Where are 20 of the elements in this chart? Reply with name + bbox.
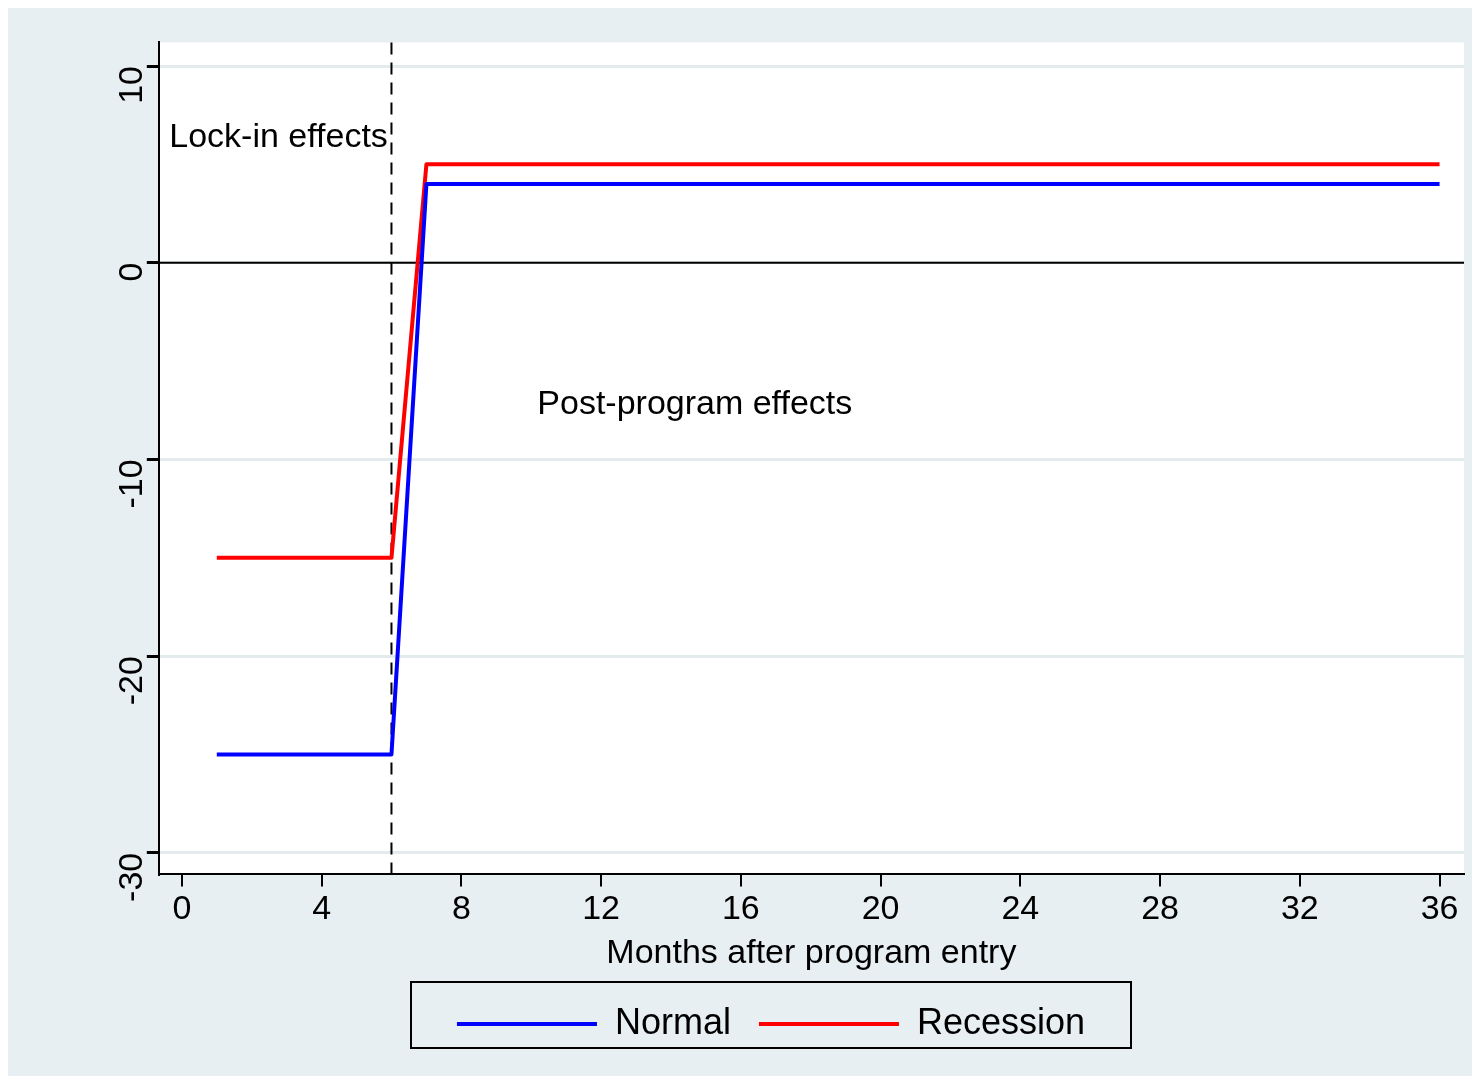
x-tick-label: 32 (1280, 888, 1319, 927)
y-tick-label: 0 (111, 262, 150, 282)
x-tick-label: 36 (1420, 888, 1459, 927)
x-axis-title: Months after program entry (606, 931, 1017, 970)
annotation: Post-program effects (537, 382, 853, 421)
y-tick-label: 10 (111, 66, 150, 104)
y-tick-label: -10 (111, 459, 150, 509)
y-tick-label: -30 (111, 852, 150, 902)
x-tick-label: 16 (721, 888, 760, 927)
y-tick-label: -20 (111, 656, 150, 706)
x-tick-label: 4 (312, 888, 332, 927)
legend-label: Recession (916, 1000, 1086, 1042)
x-tick-label: 12 (582, 888, 620, 927)
x-tick-label: 8 (451, 888, 471, 927)
annotation: Lock-in effects (169, 116, 388, 155)
x-tick-label: 0 (172, 888, 192, 927)
x-tick-label: 24 (1001, 888, 1040, 927)
x-tick-label: 28 (1141, 888, 1179, 927)
legend-label: Normal (614, 1000, 731, 1042)
x-tick-label: 20 (861, 888, 900, 927)
